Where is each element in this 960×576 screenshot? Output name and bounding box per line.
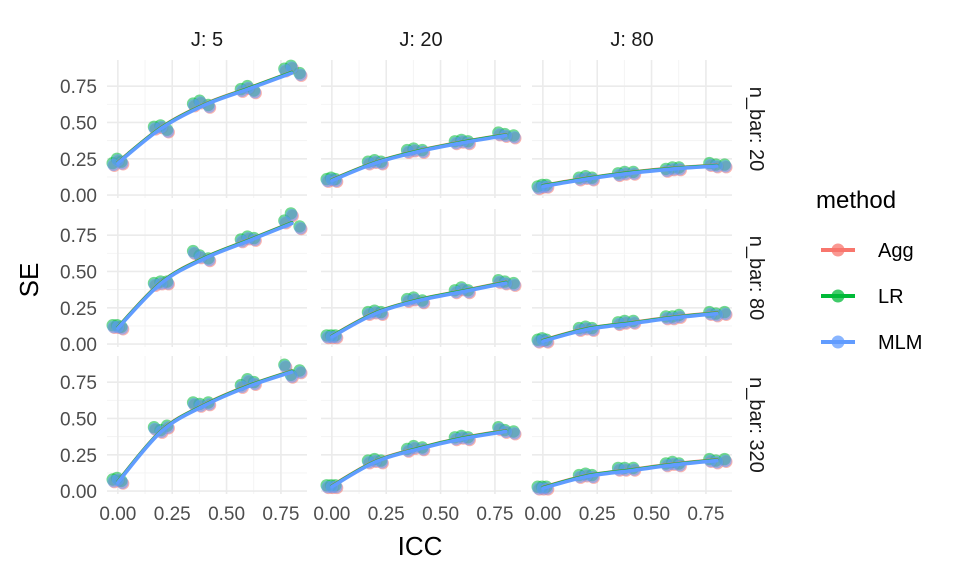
fit-line-mlm bbox=[541, 164, 719, 189]
strip-row-label: n_bar: 320 bbox=[745, 377, 767, 473]
legend-label: MLM bbox=[878, 332, 922, 354]
legend: method Agg LR MLM bbox=[816, 187, 922, 354]
fit-line-mlm bbox=[116, 370, 294, 485]
legend-point-lr bbox=[831, 289, 845, 303]
fit-line-mlm bbox=[330, 133, 508, 183]
panel-background bbox=[107, 60, 307, 198]
data-point-mlm bbox=[508, 131, 521, 144]
panel-r0-c0 bbox=[107, 60, 307, 198]
data-point-mlm bbox=[719, 307, 732, 321]
fit-lines-r1-c2 bbox=[541, 310, 719, 343]
legend-item-lr: LR bbox=[821, 286, 904, 308]
data-point-mlm bbox=[294, 222, 307, 235]
fit-lines-r2-c1 bbox=[330, 428, 508, 489]
strip-col-label: J: 20 bbox=[399, 29, 442, 51]
y-tick-label: 0.25 bbox=[60, 446, 97, 467]
legend-label: Agg bbox=[878, 240, 914, 262]
x-tick-label: 0.75 bbox=[687, 504, 724, 525]
y-tick-label: 0.75 bbox=[60, 373, 97, 394]
y-tick-label: 0.50 bbox=[60, 409, 97, 430]
y-tick-label: 0.50 bbox=[60, 113, 97, 134]
fit-lines-r1-c0 bbox=[116, 220, 294, 330]
fit-lines-r0-c1 bbox=[330, 132, 508, 183]
legend-label: LR bbox=[878, 286, 904, 308]
legend-title: method bbox=[816, 187, 896, 214]
x-axis-title: ICC bbox=[398, 531, 443, 561]
y-tick-label: 0.50 bbox=[60, 262, 97, 283]
panel-r0-c1 bbox=[321, 60, 521, 198]
y-tick-label: 0.00 bbox=[60, 482, 97, 503]
y-tick-label: 0.00 bbox=[60, 186, 97, 207]
strip-row-label: n_bar: 80 bbox=[745, 236, 767, 321]
strip-col-label: J: 80 bbox=[610, 29, 653, 51]
x-tick-label: 0.50 bbox=[422, 504, 459, 525]
y-tick-label: 0.00 bbox=[60, 335, 97, 356]
x-tick-label: 0.75 bbox=[476, 504, 513, 525]
y-tick-label: 0.25 bbox=[60, 299, 97, 320]
panel-r0-c2 bbox=[532, 60, 732, 198]
legend-item-agg: Agg bbox=[821, 240, 914, 262]
x-tick-label: 0.25 bbox=[154, 504, 191, 525]
strip-col-label: J: 5 bbox=[191, 29, 223, 51]
fit-line-mlm bbox=[541, 311, 719, 343]
legend-point-mlm bbox=[831, 335, 845, 349]
x-tick-label: 0.00 bbox=[99, 504, 136, 525]
x-tick-label: 0.00 bbox=[313, 504, 350, 525]
x-tick-label: 0.00 bbox=[524, 504, 561, 525]
fit-line-mlm bbox=[116, 71, 294, 165]
points-r2-c1 bbox=[320, 421, 522, 495]
x-tick-label: 0.50 bbox=[208, 504, 245, 525]
data-point-mlm bbox=[285, 208, 298, 222]
fit-line-mlm bbox=[541, 458, 719, 490]
fit-line-mlm bbox=[116, 221, 294, 330]
data-point-mlm bbox=[294, 68, 307, 82]
x-tick-label: 0.25 bbox=[579, 504, 616, 525]
points-r2-c2 bbox=[531, 452, 733, 496]
fit-lines-r2-c2 bbox=[541, 457, 719, 490]
y-tick-label: 0.25 bbox=[60, 150, 97, 171]
x-tick-label: 0.25 bbox=[368, 504, 405, 525]
data-point-mlm bbox=[719, 160, 732, 173]
data-point-mlm bbox=[285, 61, 298, 74]
fit-lines-r2-c0 bbox=[116, 369, 294, 485]
legend-item-mlm: MLM bbox=[821, 332, 922, 354]
data-point-mlm bbox=[719, 454, 732, 468]
fit-lines-r0-c2 bbox=[541, 163, 719, 189]
data-point-mlm bbox=[294, 366, 307, 379]
fit-lines-r0-c0 bbox=[116, 70, 294, 165]
y-tick-label: 0.75 bbox=[60, 226, 97, 247]
panel-background bbox=[321, 60, 521, 198]
strip-row-label: n_bar: 20 bbox=[745, 87, 767, 172]
fit-lines-r1-c1 bbox=[330, 280, 508, 339]
y-tick-label: 0.75 bbox=[60, 77, 97, 98]
data-point-mlm bbox=[161, 125, 175, 138]
data-point-mlm bbox=[508, 278, 521, 291]
fit-line-mlm bbox=[330, 429, 508, 489]
fit-line-mlm bbox=[330, 281, 508, 339]
panel-r1-c0 bbox=[107, 209, 307, 347]
x-tick-label: 0.50 bbox=[633, 504, 670, 525]
legend-point-agg bbox=[831, 243, 845, 257]
x-tick-label: 0.75 bbox=[262, 504, 299, 525]
data-point-mlm bbox=[279, 360, 292, 373]
data-point-mlm bbox=[508, 427, 521, 440]
y-axis-title: SE bbox=[14, 263, 44, 298]
